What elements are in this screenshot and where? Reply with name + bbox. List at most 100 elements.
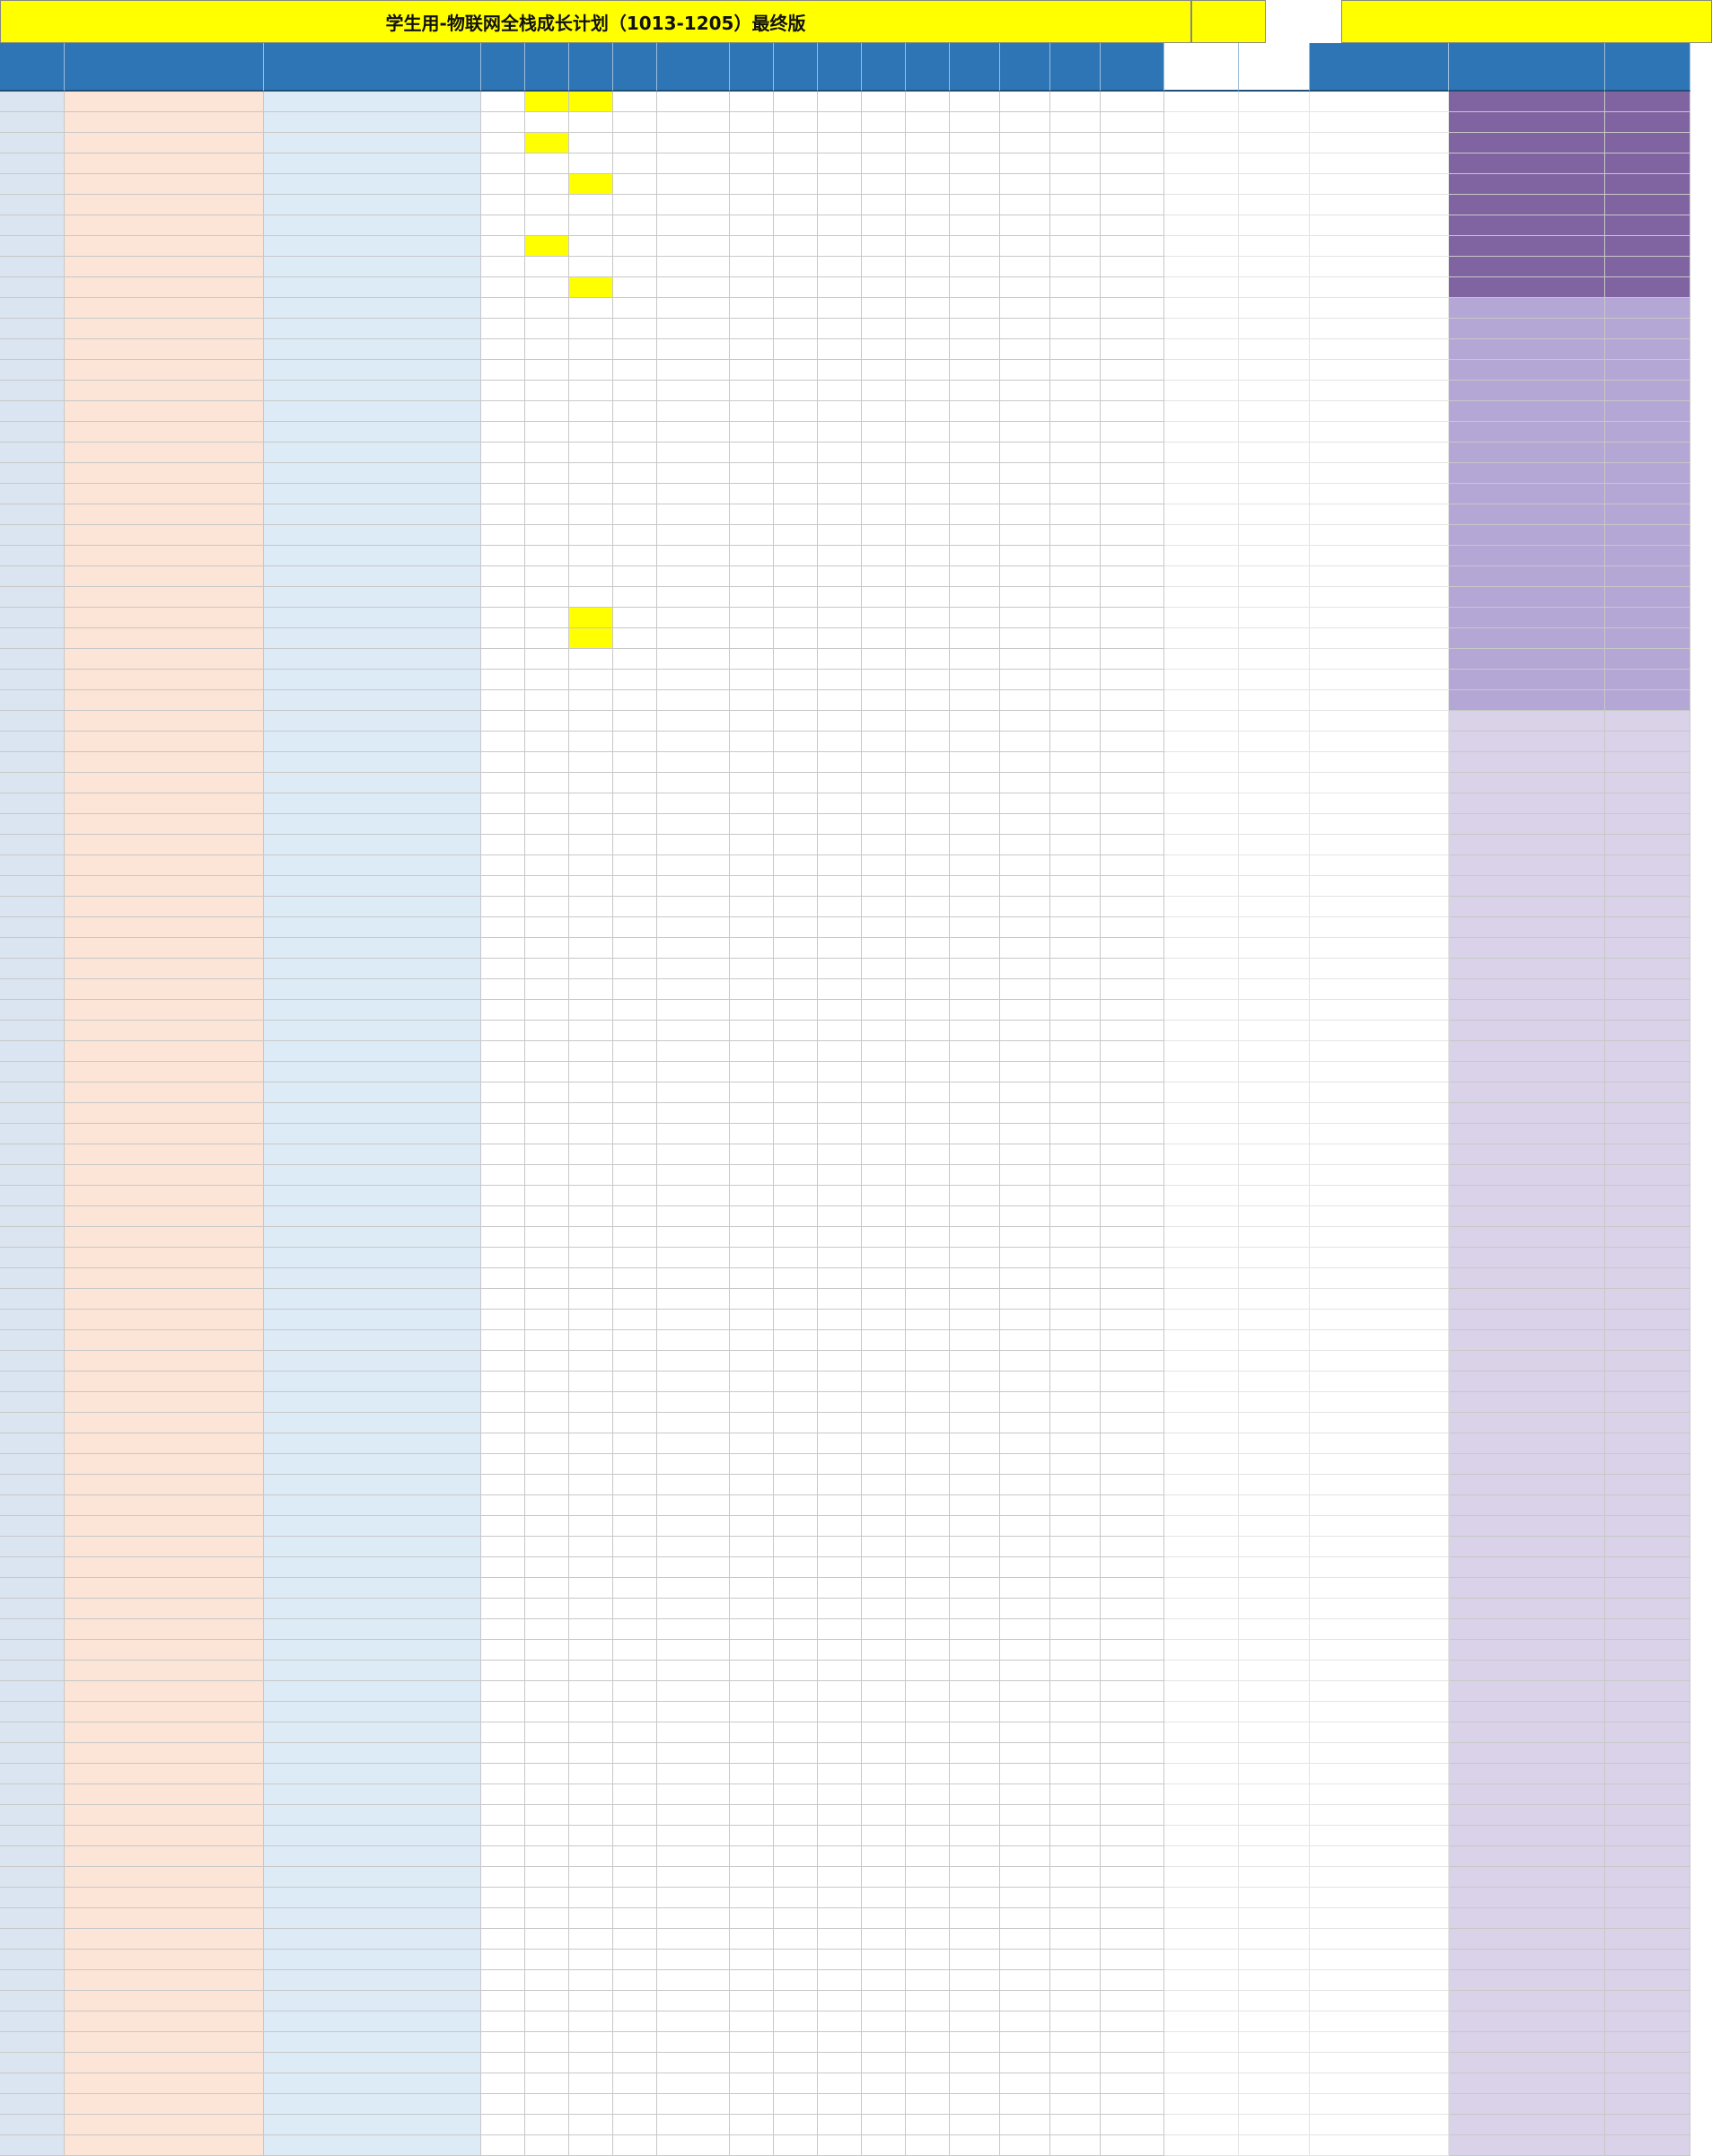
cell-qa[interactable] (569, 649, 613, 670)
cell-stage2[interactable] (1000, 133, 1050, 153)
cell-nickname[interactable] (65, 360, 264, 381)
cell-invite[interactable] (906, 897, 950, 917)
cell-reason[interactable] (1310, 1000, 1449, 1021)
cell-reason[interactable] (1310, 236, 1449, 257)
cell-invite[interactable] (906, 277, 950, 298)
cell-prize[interactable] (1605, 1599, 1690, 1619)
cell-account[interactable] (264, 732, 481, 752)
cell-skill[interactable] (862, 2135, 906, 2156)
cell-prize[interactable] (1605, 959, 1690, 979)
cell-rank[interactable] (0, 1433, 65, 1454)
cell-prize-rank[interactable] (1449, 670, 1605, 690)
cell-invite[interactable] (906, 1516, 950, 1537)
cell-skill[interactable] (862, 2011, 906, 2032)
cell-live2[interactable] (774, 1227, 818, 1248)
cell-qa[interactable] (569, 1165, 613, 1186)
cell-live2[interactable] (774, 855, 818, 876)
cell-cert[interactable] (657, 690, 730, 711)
cell-expand[interactable] (818, 153, 862, 174)
cell-expand[interactable] (818, 339, 862, 360)
cell-total[interactable] (1101, 1186, 1164, 1206)
cell-share[interactable] (481, 876, 525, 897)
cell-live1[interactable] (730, 133, 774, 153)
cell-article[interactable] (525, 1537, 569, 1557)
cell-account[interactable] (264, 319, 481, 339)
cell-skill[interactable] (862, 649, 906, 670)
cell-expand[interactable] (818, 277, 862, 298)
header-total[interactable] (1101, 43, 1164, 92)
cell-sandbox[interactable] (613, 1289, 657, 1310)
cell-live2[interactable] (774, 1846, 818, 1867)
cell-stage1[interactable] (950, 319, 1000, 339)
cell-cert[interactable] (657, 1557, 730, 1578)
cell-note[interactable] (1239, 1743, 1310, 1764)
cell-note[interactable] (1239, 1495, 1310, 1516)
cell-live1[interactable] (730, 855, 774, 876)
cell-total[interactable] (1101, 1537, 1164, 1557)
cell-expand[interactable] (818, 1103, 862, 1124)
cell-share[interactable] (481, 215, 525, 236)
cell-stage2[interactable] (1000, 1537, 1050, 1557)
cell-cert[interactable] (657, 1516, 730, 1537)
cell-stage3[interactable] (1050, 1599, 1101, 1619)
cell-note[interactable] (1239, 917, 1310, 938)
cell-reason[interactable] (1310, 1310, 1449, 1330)
cell-share[interactable] (481, 1888, 525, 1908)
cell-prize[interactable] (1605, 752, 1690, 773)
cell-article[interactable] (525, 1557, 569, 1578)
cell-nickname[interactable] (65, 153, 264, 174)
cell-live1[interactable] (730, 1743, 774, 1764)
cell-stage1[interactable] (950, 1330, 1000, 1351)
cell-live1[interactable] (730, 773, 774, 793)
cell-note[interactable] (1239, 670, 1310, 690)
cell-article[interactable] (525, 1970, 569, 1991)
cell-stage2[interactable] (1000, 628, 1050, 649)
cell-nickname[interactable] (65, 773, 264, 793)
cell-nickname[interactable] (65, 1784, 264, 1805)
cell-skill[interactable] (862, 1950, 906, 1970)
cell-rank[interactable] (0, 628, 65, 649)
cell-expand[interactable] (818, 112, 862, 133)
cell-account[interactable] (264, 649, 481, 670)
cell-stage1[interactable] (950, 1661, 1000, 1681)
cell-account[interactable] (264, 1103, 481, 1124)
cell-rank[interactable] (0, 566, 65, 587)
cell-prize[interactable] (1605, 917, 1690, 938)
cell-account[interactable] (264, 628, 481, 649)
cell-total[interactable] (1101, 1041, 1164, 1062)
cell-reason[interactable] (1310, 917, 1449, 938)
cell-reason[interactable] (1310, 628, 1449, 649)
cell-qa[interactable] (569, 1227, 613, 1248)
cell-account[interactable] (264, 381, 481, 401)
cell-rank[interactable] (0, 1702, 65, 1722)
cell-total[interactable] (1101, 1950, 1164, 1970)
cell-stage3[interactable] (1050, 2053, 1101, 2073)
cell-total[interactable] (1101, 628, 1164, 649)
cell-live2[interactable] (774, 319, 818, 339)
cell-sandbox[interactable] (613, 876, 657, 897)
cell-stage3[interactable] (1050, 814, 1101, 835)
cell-account[interactable] (264, 793, 481, 814)
cell-live2[interactable] (774, 174, 818, 195)
cell-rank[interactable] (0, 938, 65, 959)
cell-stage2[interactable] (1000, 835, 1050, 855)
cell-expand[interactable] (818, 546, 862, 566)
cell-stage3[interactable] (1050, 628, 1101, 649)
cell-total[interactable] (1101, 917, 1164, 938)
cell-stage3[interactable] (1050, 1805, 1101, 1826)
cell-sandbox[interactable] (613, 1433, 657, 1454)
cell-stage3[interactable] (1050, 1227, 1101, 1248)
cell-prize-rank[interactable] (1449, 1372, 1605, 1392)
cell-reason[interactable] (1310, 1743, 1449, 1764)
cell-stage1[interactable] (950, 897, 1000, 917)
cell-prize[interactable] (1605, 133, 1690, 153)
cell-total[interactable] (1101, 153, 1164, 174)
cell-expand[interactable] (818, 814, 862, 835)
cell-live1[interactable] (730, 876, 774, 897)
cell-stage3[interactable] (1050, 1144, 1101, 1165)
cell-rank[interactable] (0, 443, 65, 463)
cell-note[interactable] (1239, 1248, 1310, 1268)
cell-nickname[interactable] (65, 649, 264, 670)
cell-qa[interactable] (569, 1991, 613, 2011)
cell-cert[interactable] (657, 1041, 730, 1062)
